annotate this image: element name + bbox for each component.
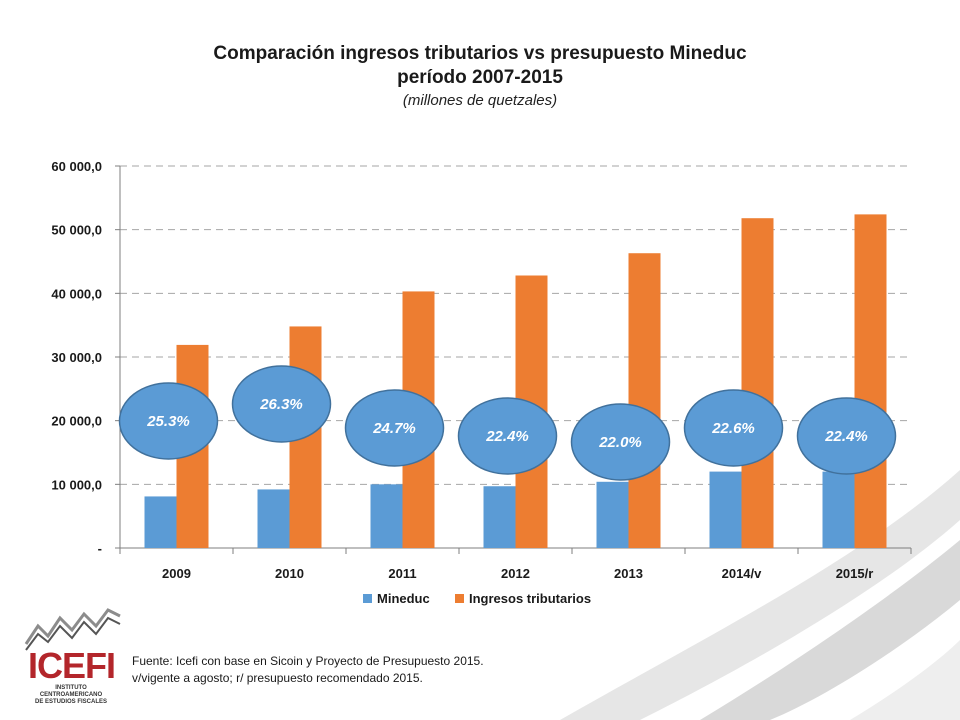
bar-mineduc	[709, 471, 742, 548]
x-tick-label: 2012	[501, 566, 530, 581]
source-line-1: Fuente: Icefi con base en Sicoin y Proye…	[132, 654, 484, 668]
ratio-bubble	[457, 397, 558, 475]
bar-ingresos-tributarios	[854, 214, 887, 549]
legend-swatch	[455, 594, 464, 603]
legend-swatch	[363, 594, 372, 603]
logo-subtitle-line-2: DE ESTUDIOS FISCALES	[34, 699, 107, 705]
logo-subtitle: INSTITUTO CENTROAMERICANO DE ESTUDIOS FI…	[26, 685, 116, 706]
chart-title-block: Comparación ingresos tributarios vs pres…	[0, 42, 960, 112]
ratio-label: 22.0%	[598, 434, 642, 451]
legend: Mineduc Ingresos tributarios	[363, 591, 591, 606]
x-tick-label: 2011	[388, 566, 416, 581]
chart-title-line-2: período 2007-2015	[397, 67, 563, 88]
chart-title-line-1: Comparación ingresos tributarios vs pres…	[213, 43, 747, 64]
y-tick-label: 20 000,0	[51, 414, 102, 429]
legend-label: Ingresos tributarios	[469, 591, 591, 606]
bar-mineduc	[370, 484, 403, 548]
x-tick-label: 2015/r	[836, 566, 874, 581]
x-tick-label: 2009	[162, 566, 191, 581]
ratio-label: 22.6%	[711, 420, 755, 437]
y-tick-label: 10 000,0	[51, 477, 102, 492]
bar-mineduc	[822, 471, 855, 548]
y-tick-label: 30 000,0	[51, 350, 102, 365]
y-tick-label: 60 000,0	[51, 159, 102, 174]
bar-mineduc	[144, 496, 177, 548]
ratio-bubble	[344, 389, 445, 467]
source-note: Fuente: Icefi con base en Sicoin y Proye…	[132, 653, 484, 687]
y-tick-label: 50 000,0	[51, 223, 102, 238]
ratio-bubble	[570, 403, 671, 481]
chart-subtitle: (millones de quetzales)	[402, 92, 558, 109]
bar-ingresos-tributarios	[741, 218, 774, 548]
x-tick-label: 2013	[614, 566, 643, 581]
x-tick-label: 2010	[275, 566, 304, 581]
icefi-logo-mark	[24, 608, 121, 651]
ratio-bubble	[118, 382, 219, 460]
ratio-label: 25.3%	[146, 413, 190, 430]
bar-mineduc	[596, 481, 629, 548]
bar-ingresos-tributarios	[628, 253, 661, 548]
ratio-label: 22.4%	[824, 428, 868, 445]
ratio-label: 22.4%	[485, 428, 529, 445]
source-line-2: v/vigente a agosto; r/ presupuesto recom…	[132, 671, 423, 685]
bar-mineduc	[483, 486, 516, 548]
logo-wordmark: ICEFI	[28, 645, 116, 686]
logo-subtitle-line-1: INSTITUTO CENTROAMERICANO	[39, 685, 103, 698]
y-tick-label: -	[98, 541, 102, 556]
axes: - 10 000,0 20 000,0 30 000,0 40 000,0 50 000,…	[51, 159, 912, 581]
ratio-bubble	[683, 389, 784, 467]
bar-mineduc	[257, 489, 290, 548]
x-tick-label: 2014/v	[722, 566, 763, 581]
ratio-bubbles: 25.3% 26.3% 24.7% 22.4% 22.0% 22.6% 22.4%	[118, 365, 897, 481]
legend-label: Mineduc	[377, 591, 430, 606]
ratio-label: 26.3%	[259, 396, 303, 413]
ratio-label: 24.7%	[372, 420, 416, 437]
y-tick-label: 40 000,0	[51, 286, 102, 301]
ratio-bubble	[796, 397, 897, 475]
ratio-bubble	[231, 365, 332, 443]
